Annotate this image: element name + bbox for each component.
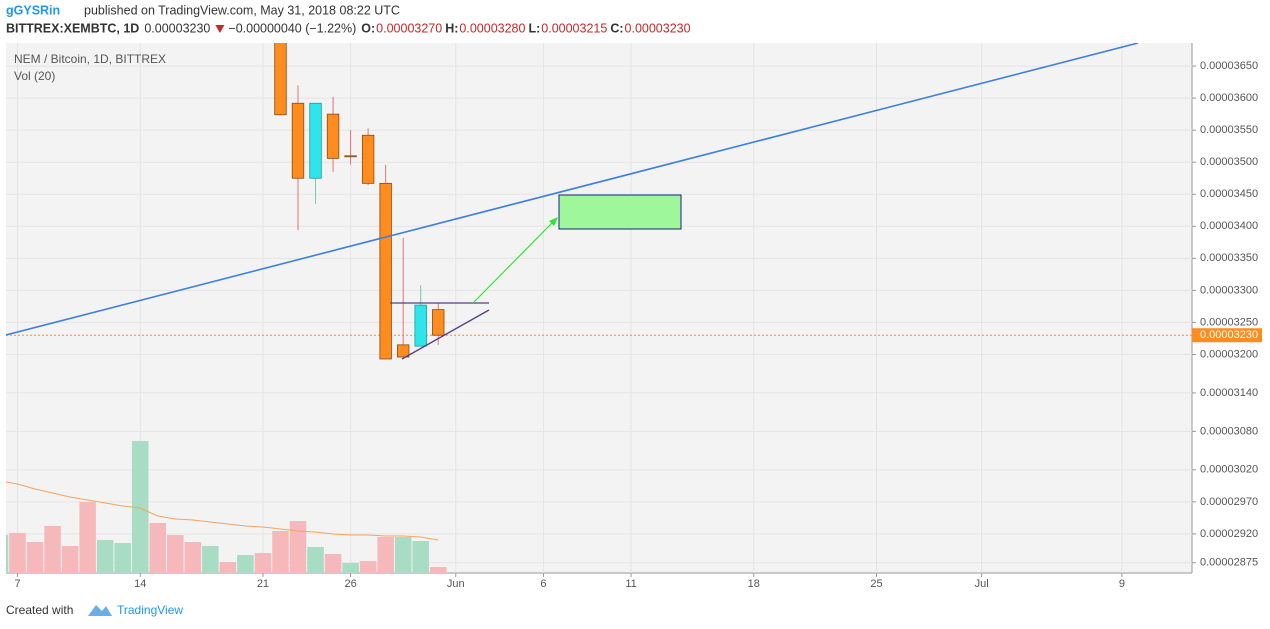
candle-body <box>274 43 287 116</box>
x-tick-label: 21 <box>257 578 269 590</box>
price-axis <box>1192 43 1270 573</box>
volume-bar <box>394 537 412 573</box>
volume-bar <box>96 540 114 573</box>
y-tick-label: 0.00002970 <box>1200 496 1258 508</box>
header-published: published on TradingView.com, May 31, 20… <box>84 3 400 17</box>
y-tick-label: 0.00003600 <box>1200 92 1258 104</box>
legend-title: NEM / Bitcoin, 1D, BITTREX <box>14 52 166 66</box>
x-tick-label: 7 <box>14 578 20 590</box>
y-tick-label: 0.00003020 <box>1200 464 1258 476</box>
y-tick-label: 0.00002920 <box>1200 528 1258 540</box>
footer-brand[interactable]: TradingView <box>117 603 183 617</box>
candle-body <box>361 134 375 184</box>
volume-bar <box>114 543 131 573</box>
candle-body <box>344 155 357 158</box>
y-tick-label: 0.00003350 <box>1200 252 1258 264</box>
ohlc-label: H: <box>445 21 458 35</box>
volume-bar <box>254 553 272 573</box>
candle-body <box>432 309 445 336</box>
y-tick-label: 0.00003300 <box>1200 284 1258 296</box>
volume-bar <box>79 502 96 573</box>
y-tick-label: 0.00003550 <box>1200 124 1258 136</box>
candle-body <box>326 113 340 159</box>
header-author[interactable]: gGYSRin <box>6 3 60 17</box>
volume-bar <box>429 567 447 573</box>
drawings <box>6 43 1139 360</box>
footer-created: Created with <box>6 603 73 617</box>
volume-bar <box>167 535 184 573</box>
x-tick-label: 18 <box>748 578 760 590</box>
volume-bar <box>324 554 342 573</box>
volume-bar <box>184 542 202 573</box>
ohlc-value: 0.00003270 <box>376 21 442 35</box>
x-tick-label: Jun <box>447 578 465 590</box>
ohlc-value: 0.00003230 <box>625 21 691 35</box>
volume-bar <box>219 562 237 573</box>
volume-bar <box>61 546 79 573</box>
arrow <box>472 218 557 304</box>
x-tick-label: 25 <box>870 578 882 590</box>
last-price-box <box>1192 328 1262 343</box>
header-symbol: BITTREX:XEMBTC, 1D <box>6 21 139 35</box>
volume-bar <box>149 523 167 573</box>
down-triangle <box>215 25 225 33</box>
y-tick-label: 0.00002875 <box>1200 557 1258 569</box>
volume-bar <box>26 542 44 573</box>
volume-ma <box>6 481 439 541</box>
ohlc-value: 0.00003280 <box>459 21 525 35</box>
candle-body <box>414 304 427 347</box>
volume-bar <box>202 546 219 573</box>
y-tick-label: 0.00003500 <box>1200 156 1258 168</box>
y-tick-label: 0.00003140 <box>1200 387 1258 399</box>
candle-body <box>396 344 410 358</box>
header-change: −0.00000040 (−1.22%) <box>228 21 356 35</box>
volume-bar <box>289 521 307 573</box>
arrow-head <box>549 217 558 226</box>
y-tick-label: 0.00003080 <box>1200 425 1258 437</box>
candle-body <box>379 182 392 360</box>
y-tick-label: 0.00003250 <box>1200 316 1258 328</box>
volume-bar <box>412 541 429 573</box>
volume-bar <box>307 547 324 573</box>
x-tick-label: 11 <box>625 578 636 590</box>
volume-bar <box>131 441 149 573</box>
last-price-label: 0.00003230 <box>1200 329 1258 341</box>
target-box <box>558 194 682 230</box>
x-tick-label: 6 <box>540 578 546 590</box>
volume-bar <box>377 537 394 573</box>
candle-body <box>309 102 322 179</box>
triangle-bottom <box>401 309 490 360</box>
ohlc-label: O: <box>361 21 375 35</box>
header-price: 0.00003230 <box>144 21 210 35</box>
plot-area <box>6 43 1192 573</box>
volume-bar <box>359 561 377 573</box>
y-tick-label: 0.00003450 <box>1200 188 1258 200</box>
volume-bar <box>272 531 289 573</box>
y-tick-label: 0.00003650 <box>1200 60 1258 72</box>
y-tick-label: 0.00003200 <box>1200 348 1258 360</box>
ohlc-label: L: <box>528 21 540 35</box>
trend-line <box>6 43 1139 336</box>
y-tick-label: 0.00003400 <box>1200 220 1258 232</box>
x-tick-label: 9 <box>1119 578 1125 590</box>
volume-bar <box>9 533 26 573</box>
tv-logo <box>88 605 112 616</box>
volume-bar <box>6 535 9 573</box>
volume-bar <box>237 555 254 573</box>
x-tick-label: Jul <box>975 578 989 590</box>
ohlc-label: C: <box>610 21 623 35</box>
candle-body <box>291 102 305 179</box>
x-tick-label: 26 <box>344 578 356 590</box>
legend-volume: Vol (20) <box>14 69 55 83</box>
volume-bar <box>342 563 359 573</box>
x-tick-label: 14 <box>134 578 146 590</box>
ohlc-value: 0.00003215 <box>541 21 607 35</box>
volume-bar <box>44 526 61 573</box>
